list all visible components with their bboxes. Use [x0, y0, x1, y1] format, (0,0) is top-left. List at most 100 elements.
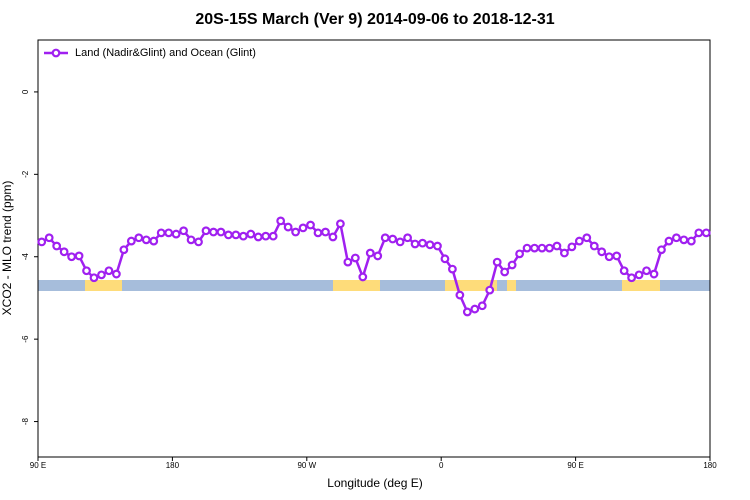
surface-band — [38, 280, 710, 291]
point — [141, 235, 151, 245]
point — [701, 228, 711, 238]
point — [462, 307, 472, 317]
point — [238, 231, 248, 241]
point — [156, 228, 166, 238]
point — [268, 231, 278, 241]
legend-marker — [51, 48, 61, 58]
x-tick-label: 90 W — [297, 461, 316, 470]
point — [283, 222, 293, 232]
point — [530, 243, 539, 253]
point — [686, 236, 696, 246]
point — [455, 290, 465, 300]
point — [560, 248, 569, 258]
point — [433, 241, 442, 251]
point — [126, 236, 136, 246]
point — [679, 235, 689, 245]
point — [306, 220, 315, 230]
point — [216, 227, 226, 237]
point — [522, 243, 532, 253]
chart-title: 20S-15S March (Ver 9) 2014-09-06 to 2018… — [195, 11, 554, 28]
point — [194, 237, 203, 247]
y-tick-label: 0 — [21, 89, 30, 94]
point — [612, 251, 622, 261]
point — [470, 304, 480, 314]
point — [276, 216, 286, 226]
point — [336, 219, 345, 229]
point — [664, 236, 674, 246]
point — [485, 285, 495, 295]
point — [403, 233, 413, 243]
point — [657, 245, 666, 255]
point — [649, 269, 659, 279]
point — [492, 257, 502, 267]
x-tick-label: 90 E — [567, 461, 583, 470]
point — [619, 266, 629, 276]
x-axis-label: Longitude (deg E) — [327, 476, 422, 490]
point — [589, 241, 599, 251]
land-band — [333, 280, 380, 291]
point — [388, 234, 398, 244]
point — [179, 226, 189, 236]
y-tick-label: -4 — [21, 253, 30, 261]
point — [582, 233, 592, 243]
point — [201, 226, 211, 236]
point — [552, 241, 562, 251]
point — [350, 253, 360, 263]
land-band — [507, 280, 516, 291]
point — [410, 239, 420, 249]
point — [365, 248, 375, 258]
point — [672, 233, 681, 243]
point — [448, 264, 457, 274]
y-tick-label: -6 — [21, 335, 30, 343]
point — [253, 232, 263, 242]
point — [567, 242, 577, 252]
y-axis-label: XCO2 - MLO trend (ppm) — [0, 181, 14, 316]
point — [545, 243, 554, 253]
point — [343, 257, 353, 267]
point — [604, 252, 614, 262]
x-tick-label: 180 — [166, 461, 180, 470]
y-tick-label: -8 — [21, 417, 30, 425]
y-tick-label: -2 — [21, 170, 30, 178]
point — [500, 267, 510, 277]
point — [574, 236, 584, 246]
x-tick-label: 180 — [703, 461, 717, 470]
point — [111, 269, 121, 279]
point — [231, 230, 241, 240]
point — [321, 227, 330, 237]
point — [634, 270, 644, 280]
point — [44, 233, 54, 243]
point — [119, 245, 129, 255]
point — [298, 223, 308, 233]
point — [373, 251, 383, 261]
point — [59, 247, 69, 257]
point — [642, 266, 651, 276]
land-band — [85, 280, 122, 291]
point — [134, 233, 144, 243]
point — [223, 230, 233, 240]
point — [395, 237, 405, 247]
point — [104, 266, 114, 276]
point — [507, 260, 517, 270]
point — [164, 228, 174, 238]
land-band — [445, 280, 497, 291]
point — [627, 273, 636, 283]
point — [149, 236, 159, 246]
point — [425, 240, 435, 250]
point — [515, 249, 524, 259]
point — [261, 231, 271, 241]
point — [246, 229, 256, 239]
point — [291, 227, 301, 237]
point — [74, 251, 84, 261]
point — [597, 247, 607, 257]
point — [82, 266, 91, 276]
point — [418, 238, 427, 248]
point — [477, 301, 487, 311]
point — [97, 270, 106, 280]
point — [380, 233, 390, 243]
point — [171, 229, 181, 239]
point — [52, 241, 62, 251]
x-tick-label: 90 E — [30, 461, 46, 470]
